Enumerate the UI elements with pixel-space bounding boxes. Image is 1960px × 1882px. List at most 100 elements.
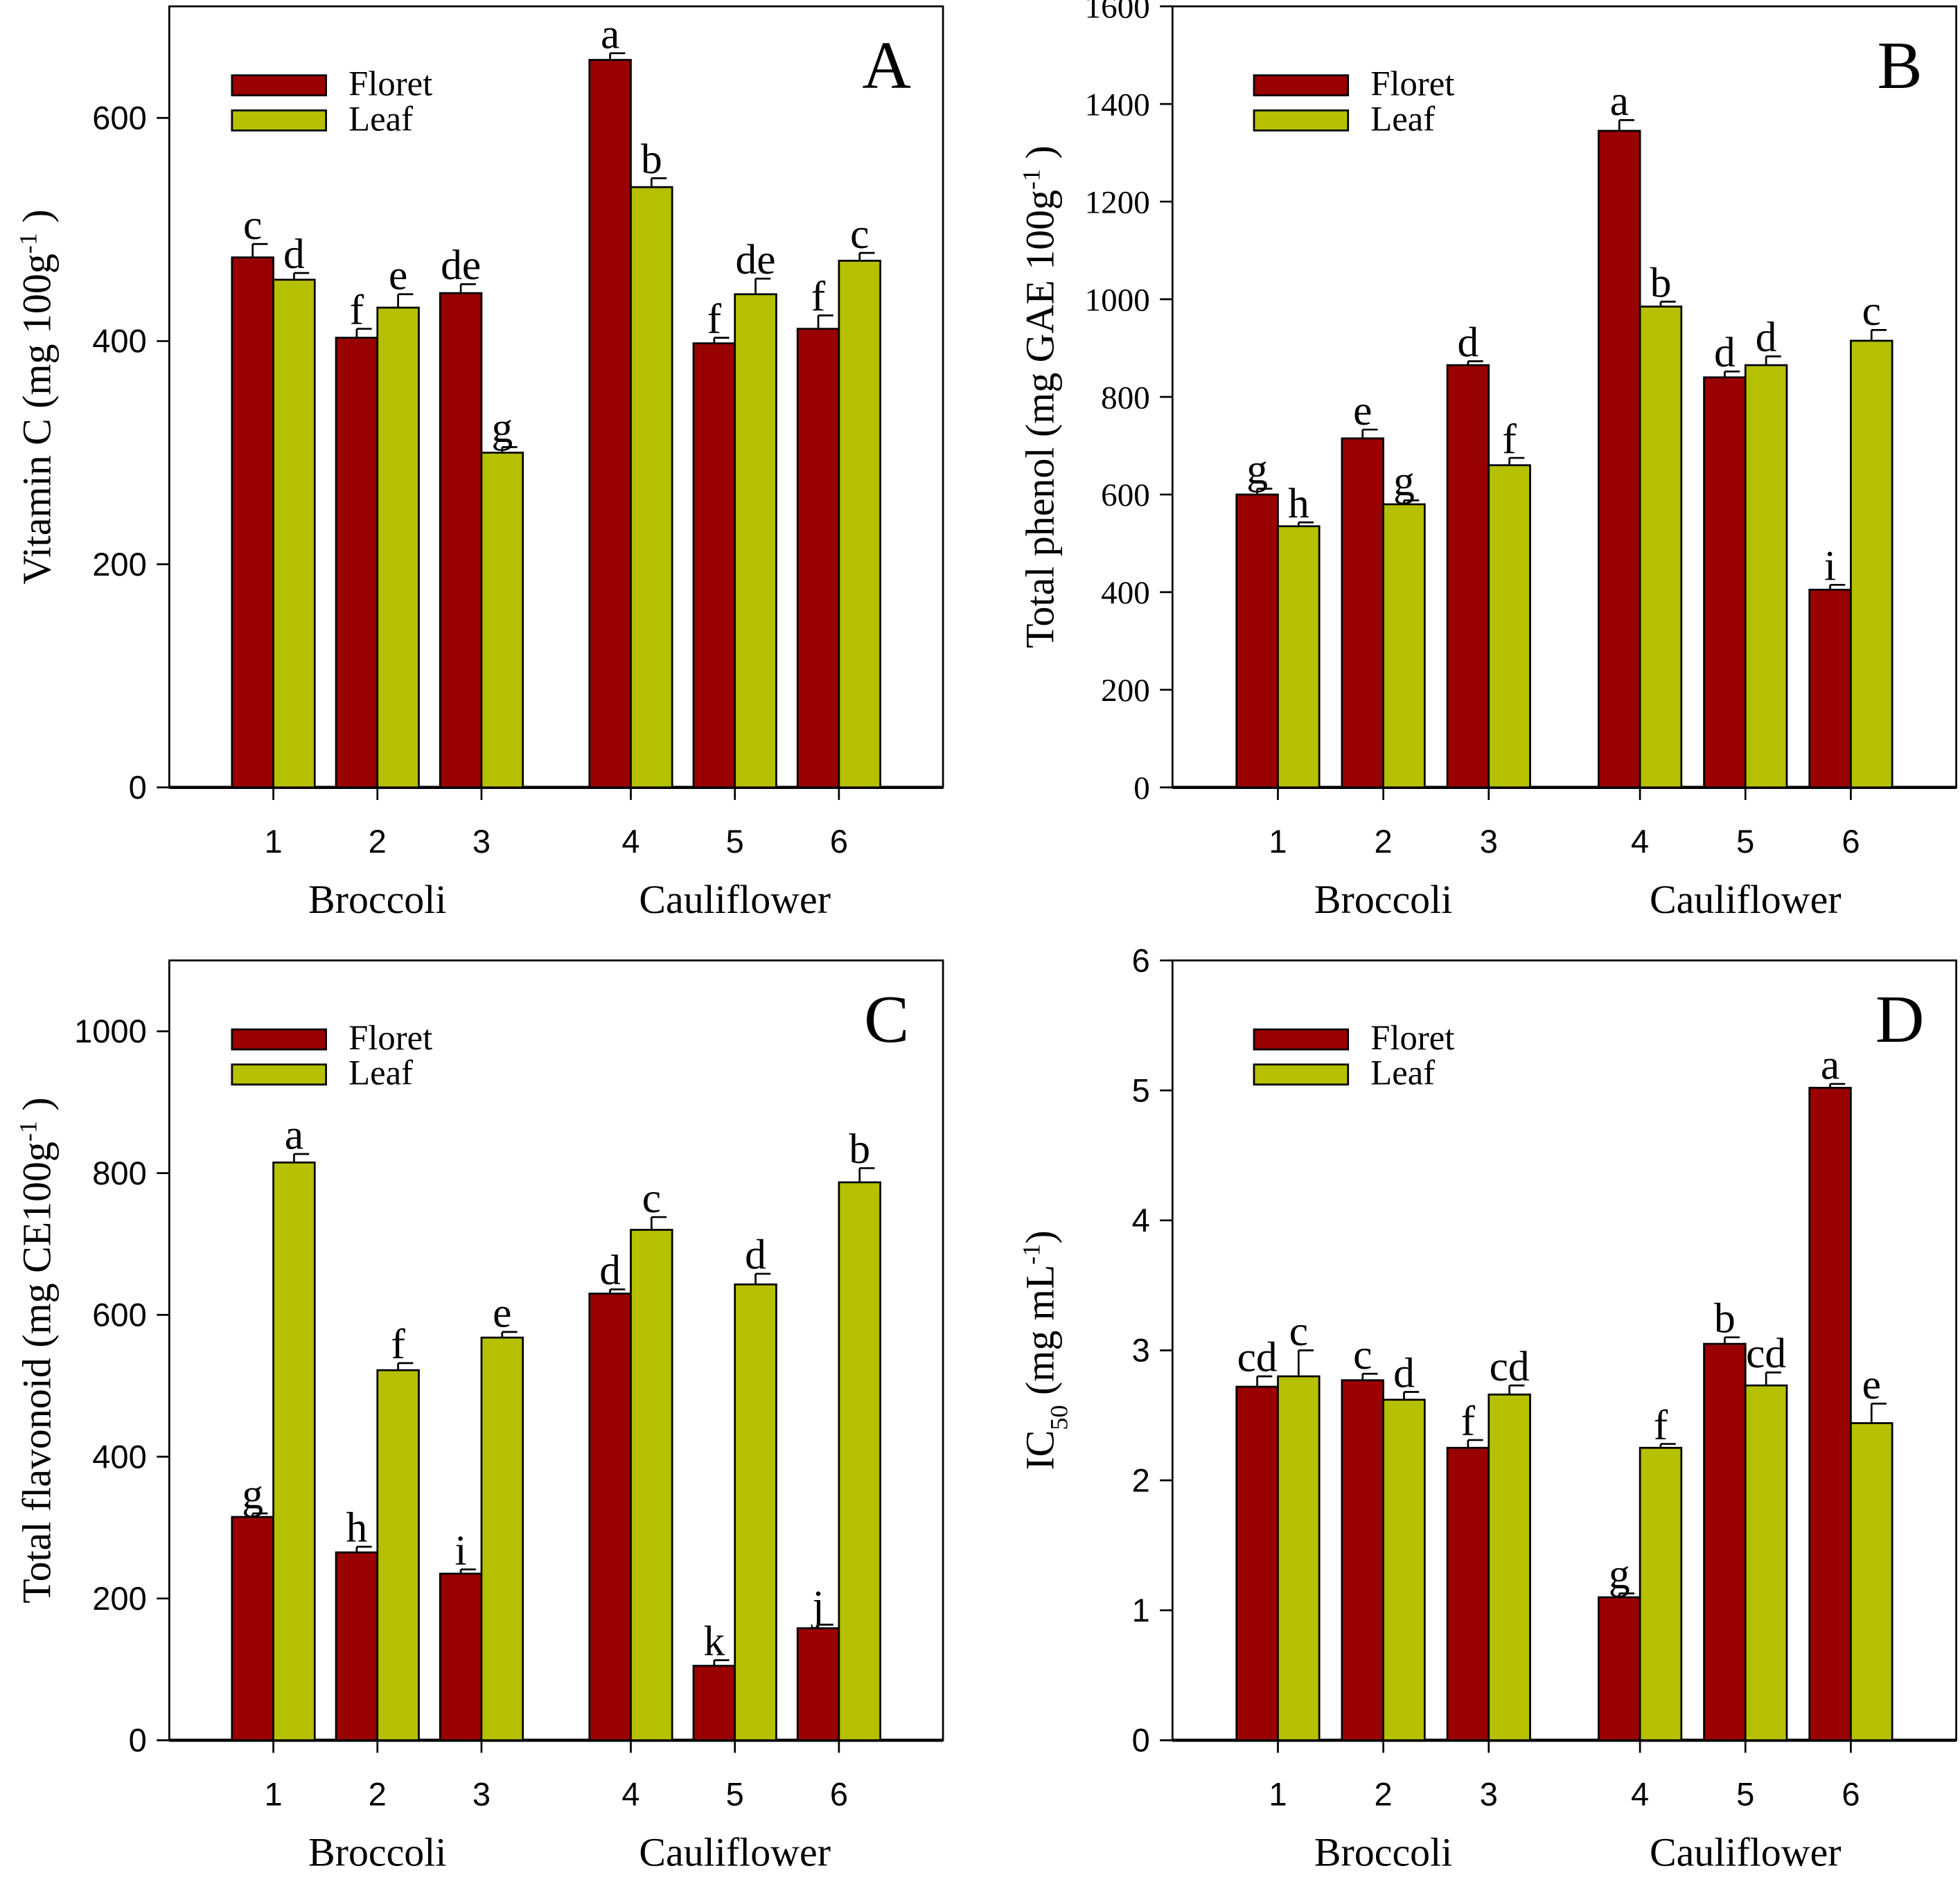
y-tick-label: 1000 bbox=[1085, 282, 1150, 318]
y-tick-label: 6 bbox=[1132, 942, 1150, 979]
legend-swatch-leaf bbox=[1253, 109, 1350, 132]
bar-floret bbox=[1341, 437, 1384, 789]
bar-leaf bbox=[1382, 1399, 1426, 1741]
x-tick-label: 5 bbox=[726, 823, 744, 860]
bar-leaf bbox=[376, 306, 420, 789]
significance-letter: f bbox=[1654, 1401, 1668, 1448]
significance-letter: de bbox=[441, 242, 481, 289]
bar-floret bbox=[796, 1627, 840, 1741]
group-label: Broccoli bbox=[1314, 877, 1452, 922]
significance-letter: g bbox=[242, 1471, 263, 1518]
bar-floret bbox=[1235, 1385, 1279, 1741]
y-axis-label-part: -1 bbox=[14, 1121, 42, 1142]
group-label: Cauliflower bbox=[1650, 877, 1842, 922]
group-label: Broccoli bbox=[1314, 1829, 1452, 1874]
bar-floret bbox=[1446, 1446, 1490, 1741]
significance-letter: c bbox=[642, 1175, 661, 1222]
panel-label: D bbox=[1875, 982, 1925, 1057]
x-tick-label: 2 bbox=[1375, 823, 1393, 860]
bar-floret bbox=[1235, 493, 1279, 789]
significance-letter: g bbox=[1609, 1551, 1630, 1598]
significance-letter: g bbox=[1393, 458, 1415, 505]
y-tick-label: 1 bbox=[1132, 1592, 1150, 1628]
y-tick-label: 0 bbox=[1132, 1722, 1150, 1759]
legend-label-floret: Floret bbox=[348, 1018, 432, 1057]
y-tick-label: 600 bbox=[1101, 477, 1150, 513]
significance-letter: a bbox=[601, 11, 619, 58]
significance-letter: i bbox=[455, 1527, 467, 1574]
significance-letter: cd bbox=[1490, 1343, 1530, 1390]
y-axis-label: IC50 (mg mL-1) bbox=[1017, 1230, 1072, 1470]
significance-letter: h bbox=[346, 1504, 368, 1552]
x-tick-label: 4 bbox=[621, 823, 639, 860]
bar-floret bbox=[1808, 1087, 1852, 1741]
bar-leaf bbox=[630, 1229, 673, 1741]
significance-letter: e bbox=[1862, 1361, 1881, 1408]
significance-letter: cd bbox=[1746, 1330, 1786, 1377]
significance-letter: c bbox=[243, 202, 262, 249]
significance-letter: c bbox=[1353, 1331, 1372, 1378]
x-tick-label: 2 bbox=[369, 823, 387, 860]
x-tick-label: 4 bbox=[1631, 1775, 1649, 1812]
x-tick-label: 2 bbox=[1375, 1775, 1393, 1812]
bar-leaf bbox=[630, 186, 673, 789]
bar-floret bbox=[335, 1551, 379, 1741]
y-axis-label-part: -1 bbox=[14, 233, 42, 254]
bar-leaf bbox=[1744, 1384, 1788, 1741]
x-tick-label: 2 bbox=[369, 1775, 387, 1812]
y-axis-label: Total phenol (mg GAE 100g-1 ) bbox=[1017, 145, 1062, 648]
significance-letter: d bbox=[745, 1232, 766, 1279]
significance-letter: e bbox=[493, 1290, 511, 1337]
y-axis-label-part: 50 bbox=[1045, 1405, 1072, 1430]
y-axis-label-part: -1 bbox=[1017, 1244, 1045, 1265]
legend-swatch-leaf bbox=[231, 109, 327, 132]
panel-c: 0 200 400 600 800 1000 Total flavonoid (mg CE1… bbox=[14, 959, 944, 1874]
bar-floret bbox=[231, 256, 274, 789]
significance-letter: g bbox=[491, 405, 513, 452]
y-tick-label: 200 bbox=[92, 546, 147, 583]
bar-leaf bbox=[1382, 503, 1426, 789]
legend-swatch-floret bbox=[1253, 74, 1350, 97]
y-tick-label: 1200 bbox=[1085, 184, 1150, 220]
bar-leaf bbox=[1850, 339, 1893, 789]
y-tick-label: 2 bbox=[1132, 1462, 1150, 1498]
y-tick-label: 800 bbox=[1101, 380, 1150, 416]
bar-floret bbox=[1598, 130, 1641, 789]
y-axis-label-part: Total phenol (mg GAE 100g bbox=[1017, 190, 1062, 648]
bar-leaf bbox=[1277, 1375, 1321, 1741]
bar-leaf bbox=[838, 1181, 881, 1741]
x-tick-label: 4 bbox=[1631, 823, 1649, 860]
y-tick-label: 1000 bbox=[74, 1013, 147, 1049]
legend-swatch-floret bbox=[231, 74, 327, 97]
significance-letter: c bbox=[850, 211, 869, 258]
bar-leaf bbox=[272, 278, 316, 789]
y-tick-label: 800 bbox=[92, 1155, 147, 1191]
significance-letter: a bbox=[1610, 78, 1629, 125]
significance-letter: cd bbox=[1237, 1334, 1278, 1381]
panel-label: C bbox=[864, 982, 909, 1057]
x-tick-label: 6 bbox=[1842, 823, 1860, 860]
significance-letter: j bbox=[811, 1582, 824, 1629]
significance-letter: de bbox=[736, 236, 776, 283]
y-tick-label: 200 bbox=[92, 1580, 147, 1617]
bar-leaf bbox=[1639, 1446, 1683, 1741]
bar-floret bbox=[1703, 376, 1747, 789]
significance-letter: f bbox=[1502, 416, 1517, 463]
y-tick-label: 400 bbox=[92, 1438, 147, 1475]
bar-leaf bbox=[734, 293, 777, 789]
y-axis-label-part: ) bbox=[14, 1097, 59, 1121]
x-tick-label: 3 bbox=[473, 1775, 491, 1812]
bar-leaf bbox=[480, 452, 524, 789]
x-tick-label: 4 bbox=[621, 1775, 639, 1812]
y-axis-label-part: ) bbox=[1017, 1230, 1062, 1243]
x-tick-label: 3 bbox=[473, 823, 491, 860]
y-tick-label: 1400 bbox=[1085, 87, 1150, 123]
significance-letter: e bbox=[389, 252, 407, 299]
panel-label: A bbox=[862, 28, 911, 103]
panel-b: 0 200 400 600 800 1000 1200 1400 1600 Total pheno… bbox=[1017, 0, 1957, 922]
x-tick-label: 6 bbox=[830, 823, 848, 860]
legend-swatch-floret bbox=[1253, 1028, 1350, 1051]
significance-letter: d bbox=[1756, 314, 1777, 361]
